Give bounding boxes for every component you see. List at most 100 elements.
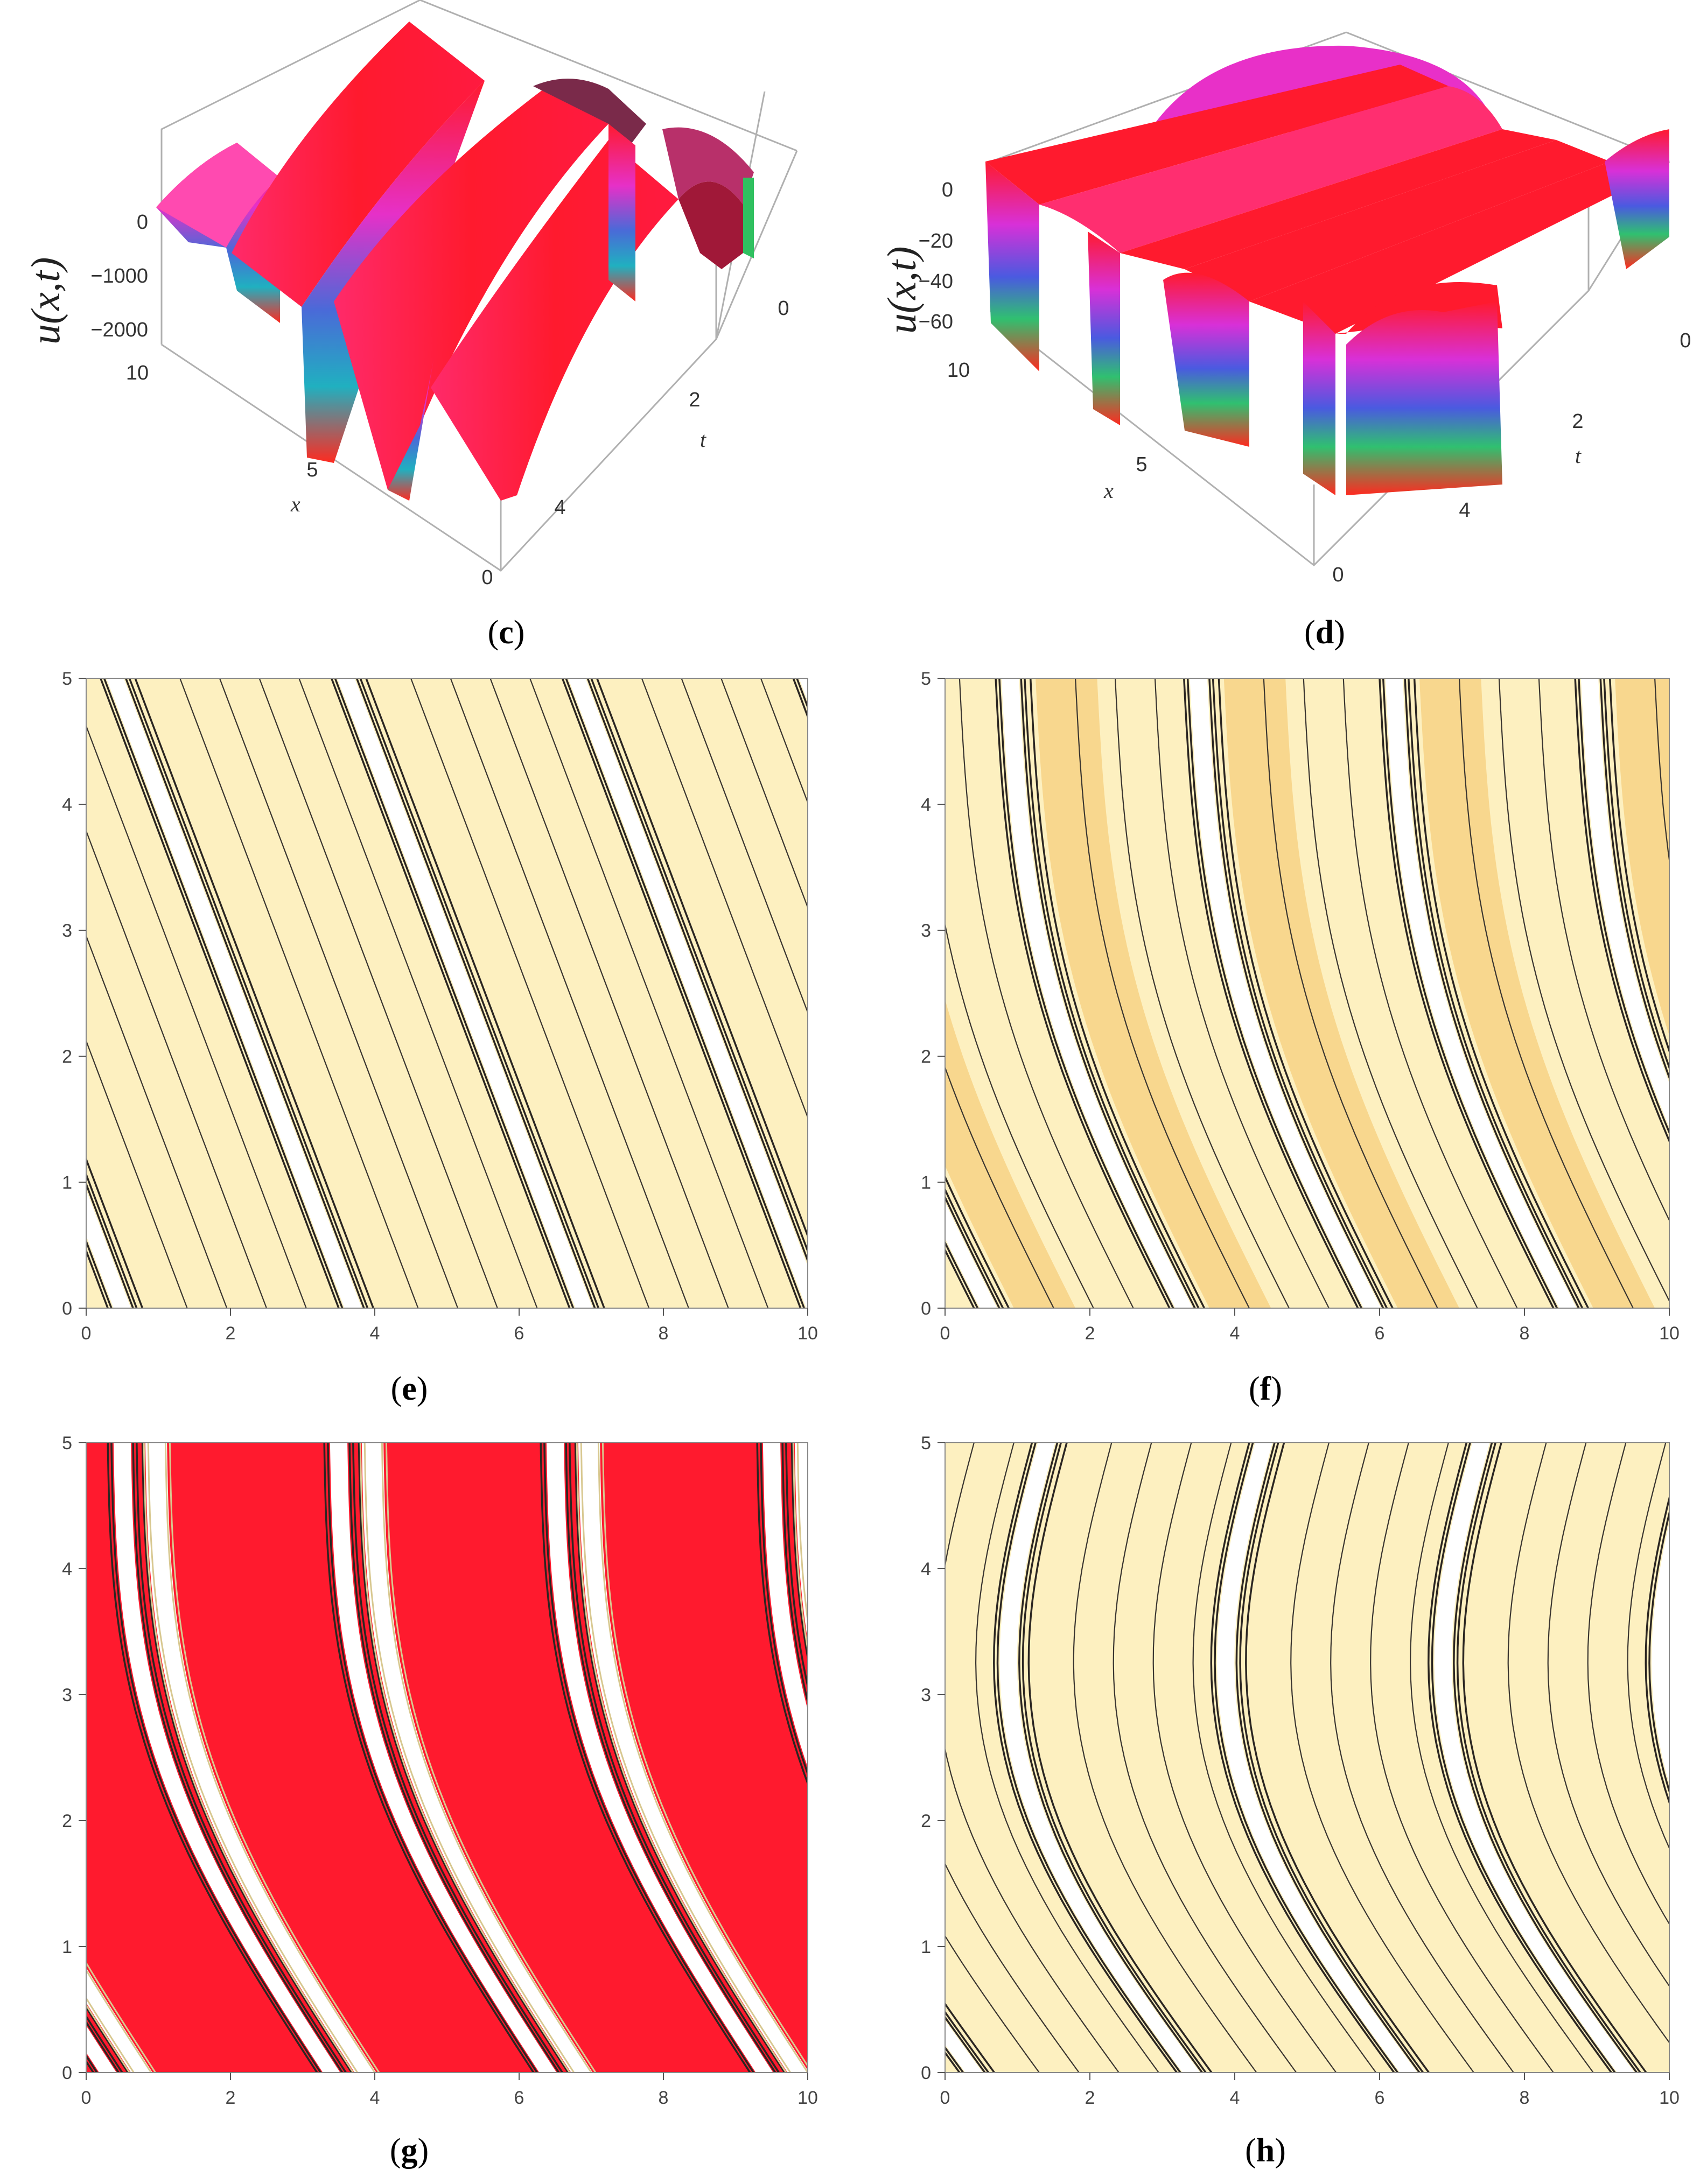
x-tick-label: 10 [1659, 1323, 1680, 1344]
x-tick-label: 10 [1659, 2088, 1680, 2108]
plot-frame [945, 1442, 1670, 2073]
singular-band [86, 1190, 131, 1308]
contour-edge [358, 1443, 569, 2073]
surface-ridge [334, 81, 608, 501]
x-tick-d-2: 0 [1332, 564, 1344, 586]
y-tick-label: 2 [921, 1047, 931, 1067]
z-tick-d-3: −60 [919, 311, 953, 333]
caption-g: (g) [389, 2132, 429, 2169]
y-tick-label: 3 [62, 1685, 72, 1705]
y-tick-label: 5 [62, 669, 72, 689]
contour-line [1342, 678, 1518, 1308]
x-tick-label: 2 [1085, 2088, 1095, 2108]
plot-frame [86, 678, 808, 1309]
contour-line [945, 1935, 1040, 2073]
surface-ridge [388, 345, 436, 501]
contour-edge [1645, 1494, 1669, 1806]
contour-line [1587, 1443, 1669, 1925]
y-tick-label: 1 [62, 1172, 72, 1193]
contour-edge [819, 1443, 840, 2073]
z-axis-label-d: u(x,t) [879, 247, 925, 334]
x-tick-label: 4 [1230, 2088, 1240, 2108]
contour-edge [381, 1443, 592, 2073]
contour-edge [597, 1443, 808, 2073]
contour-edge [1245, 1443, 1430, 2073]
contour-edge [781, 1443, 808, 1705]
y-tick-label: 5 [921, 669, 931, 689]
t-tick-c-0: 0 [778, 297, 789, 320]
contour-line [1627, 1443, 1669, 1850]
contour-plot-h: 0 2 4 6 8 10 0 1 2 3 4 5 [921, 1433, 1707, 2108]
contour-line [1113, 1443, 1297, 2073]
x-tick-label: 0 [81, 2088, 92, 2108]
contour-edge [580, 1443, 792, 2073]
singular-band [945, 2020, 983, 2073]
contour-edge [569, 1443, 780, 2073]
y-tick-label: 1 [921, 1937, 931, 1957]
singular-band [1217, 1443, 1417, 2073]
x-tick-label: 8 [659, 1323, 669, 1344]
x-tick-d-1: 5 [1136, 453, 1147, 476]
surface-c [156, 22, 754, 501]
contour-line [1192, 1443, 1377, 2073]
contour-edge [945, 1175, 1010, 1308]
contour-edge [576, 1443, 787, 2073]
contour-line [641, 678, 808, 1119]
contour-line [1538, 678, 1669, 1222]
singular-band [86, 2025, 117, 2073]
contour-edge [822, 678, 840, 1308]
contour-edge [1599, 678, 1669, 1080]
contour-edge [86, 1156, 144, 1308]
chart-c: 0 −1000 −2000 10 5 0 0 2 4 x t u(x,t) [0, 0, 840, 608]
contour-edge [1208, 678, 1384, 1308]
y-tick-label: 4 [921, 795, 931, 815]
z-tick-c-0: 0 [137, 211, 148, 234]
contour-line [1075, 678, 1250, 1308]
y-tick-label: 4 [921, 1559, 931, 1579]
y-tick-label: 5 [921, 1433, 931, 1453]
contour-edge [790, 1443, 808, 1662]
contour-edge [574, 1443, 786, 2073]
contour-edge [815, 1443, 840, 2073]
contour-edge [1382, 678, 1558, 1308]
contour-line [1263, 678, 1438, 1308]
surface-plot-c: 0 −1000 −2000 10 5 0 0 2 4 x t u(x,t) [23, 0, 798, 589]
x-tick-c-1: 5 [306, 459, 318, 481]
surface-ridge [1605, 129, 1669, 269]
contour-edge [1574, 678, 1669, 1143]
contour-edge [169, 1443, 380, 2073]
contour-line [1695, 678, 1707, 1308]
contour-edge [334, 678, 575, 1308]
contour-edge [1648, 1509, 1669, 1794]
contour-edge [147, 1443, 359, 2073]
contour-edge [134, 678, 374, 1308]
singular-band [568, 678, 808, 1308]
y-tick-label: 1 [921, 1172, 931, 1193]
contour-edge [1027, 1443, 1213, 2073]
plot-frame [945, 678, 1670, 1309]
x-tick-label: 6 [514, 2088, 524, 2108]
contour-shade [1223, 678, 1459, 1308]
singular-band [330, 1443, 557, 2073]
contour-line [1409, 1443, 1594, 2073]
contour-edge [540, 1443, 751, 2073]
surface-ridge [1088, 231, 1120, 425]
contour-line [1115, 678, 1290, 1308]
contour-edge [785, 1443, 808, 1690]
z-tick-d-2: −40 [919, 270, 953, 293]
contour-plot-f: 0 2 4 6 8 10 0 1 2 3 4 5 [921, 669, 1707, 1344]
contour-edge [86, 2060, 94, 2073]
contour-line [450, 678, 689, 1308]
x-tick-label: 6 [1375, 1323, 1385, 1344]
t-axis-label-c: t [700, 427, 706, 452]
x-tick-label: 2 [1085, 1323, 1095, 1344]
contour-line [410, 678, 650, 1308]
contour-edge [355, 678, 596, 1308]
contour-edge [945, 1187, 1004, 1308]
singular-band [1190, 678, 1381, 1308]
contour-edge [1681, 1443, 1707, 2073]
contour-line [1458, 678, 1634, 1308]
contour-shade [1615, 678, 1669, 1036]
contour-edge [125, 678, 365, 1308]
caption-c: (c) [487, 614, 525, 651]
